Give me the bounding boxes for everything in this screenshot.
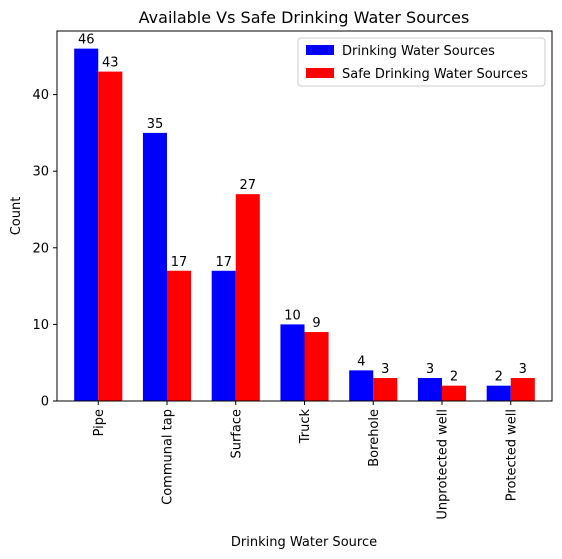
- y-tick-label: 0: [41, 395, 49, 410]
- bar-available-3: [280, 324, 305, 401]
- bar-available-1: [142, 132, 167, 401]
- bar-safe-4: [373, 378, 398, 401]
- data-label: 17: [171, 255, 188, 270]
- x-axis-label: Drinking Water Source: [231, 535, 377, 550]
- data-label: 10: [284, 308, 301, 323]
- data-label: 2: [450, 370, 458, 385]
- x-tick-label: Unprotected well: [436, 409, 451, 520]
- bar-available-2: [211, 270, 236, 401]
- bar-safe-5: [442, 385, 467, 401]
- legend-label: Drinking Water Sources: [342, 44, 495, 59]
- x-tick-label: Surface: [229, 409, 244, 459]
- plot-frame: [56, 30, 553, 402]
- data-label: 9: [312, 316, 320, 331]
- chart-title: Available Vs Safe Drinking Water Sources: [139, 8, 470, 27]
- x-tick-label: Pipe: [92, 409, 107, 436]
- y-tick-label: 20: [32, 241, 49, 256]
- bar-available-4: [349, 370, 374, 401]
- data-label: 46: [78, 33, 95, 48]
- data-label: 2: [495, 370, 503, 385]
- x-tick-label: Borehole: [367, 409, 382, 467]
- data-label: 17: [215, 255, 232, 270]
- bar-available-0: [74, 48, 99, 401]
- data-label: 35: [147, 117, 164, 132]
- legend-frame: [297, 37, 546, 87]
- data-label: 43: [102, 56, 119, 71]
- data-label: 3: [426, 362, 434, 377]
- y-tick-label: 10: [32, 318, 49, 333]
- data-label: 3: [381, 362, 389, 377]
- legend-label: Safe Drinking Water Sources: [342, 67, 528, 82]
- data-label: 4: [357, 354, 365, 369]
- bar-available-5: [417, 378, 442, 401]
- bar-safe-6: [510, 378, 535, 401]
- bar-available-6: [486, 385, 511, 401]
- data-label: 27: [240, 178, 257, 193]
- bar-safe-2: [235, 194, 260, 401]
- y-axis-label: Count: [9, 197, 24, 236]
- x-tick-label: Communal tap: [161, 409, 176, 505]
- legend-swatch: [306, 45, 334, 55]
- x-tick-label: Truck: [298, 409, 313, 445]
- legend-swatch: [306, 68, 334, 78]
- legend: Drinking Water Sources Safe Drinking Wate…: [297, 37, 546, 87]
- x-tick-label: Protected well: [504, 409, 519, 501]
- bar-safe-0: [98, 71, 123, 402]
- bar-safe-3: [304, 332, 329, 401]
- y-tick-label: 40: [32, 88, 49, 103]
- bar-safe-1: [167, 270, 192, 401]
- y-tick-label: 30: [32, 165, 49, 180]
- data-label: 3: [519, 362, 527, 377]
